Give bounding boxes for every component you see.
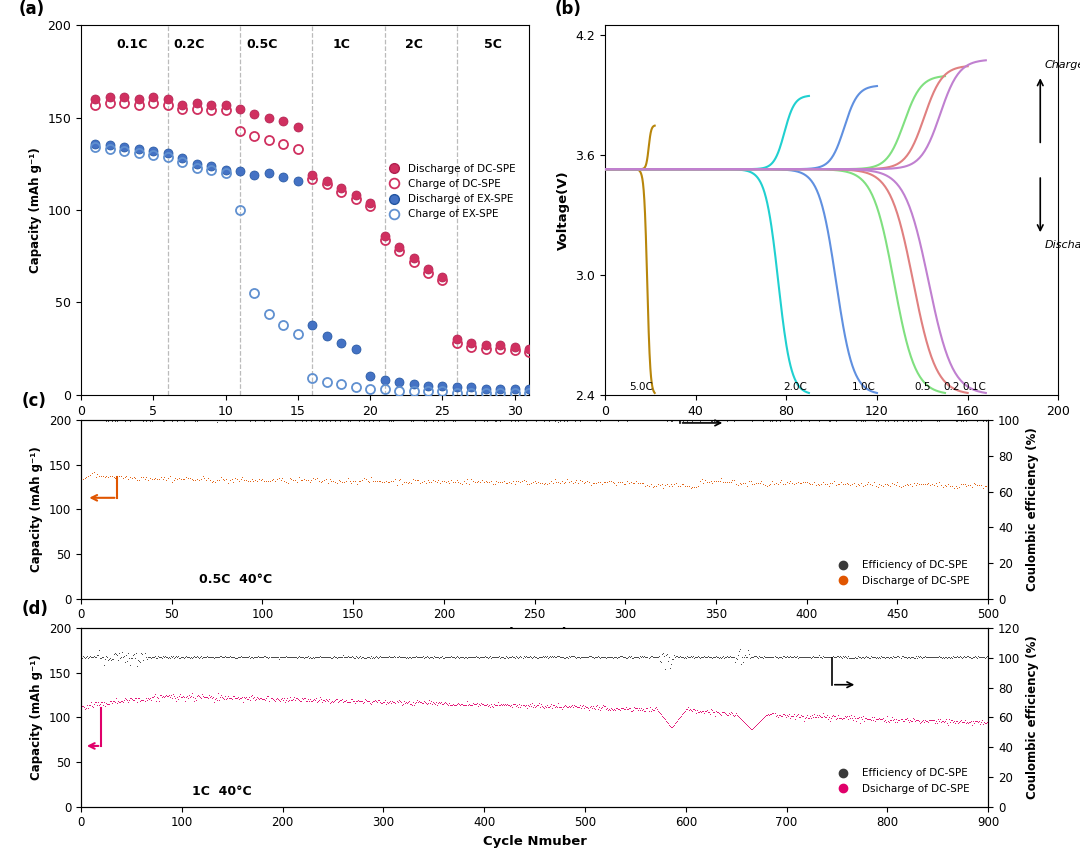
Text: 0.1C: 0.1C bbox=[962, 382, 986, 391]
X-axis label: Cycle Nmuber: Cycle Nmuber bbox=[483, 627, 586, 640]
Text: 0.5C: 0.5C bbox=[246, 38, 278, 52]
Text: 1C  40°C: 1C 40°C bbox=[192, 785, 252, 798]
Legend: Efficiency of DC-SPE, Discharge of DC-SPE: Efficiency of DC-SPE, Discharge of DC-SP… bbox=[828, 556, 974, 590]
Legend: Discharge of DC-SPE, Charge of DC-SPE, Discharge of EX-SPE, Charge of EX-SPE: Discharge of DC-SPE, Charge of DC-SPE, D… bbox=[379, 160, 519, 223]
Text: 2C: 2C bbox=[405, 38, 422, 52]
Text: 0.1C: 0.1C bbox=[116, 38, 147, 52]
Text: 0.2: 0.2 bbox=[944, 382, 960, 391]
X-axis label: Cycle Nmuber: Cycle Nmuber bbox=[483, 835, 586, 848]
Text: 1.0C: 1.0C bbox=[851, 382, 875, 391]
Text: 1C: 1C bbox=[333, 38, 350, 52]
Y-axis label: Capacity (mAh g⁻¹): Capacity (mAh g⁻¹) bbox=[30, 655, 43, 780]
Legend: Efficiency of DC-SPE, Dsicharge of DC-SPE: Efficiency of DC-SPE, Dsicharge of DC-SP… bbox=[828, 764, 974, 798]
Y-axis label: Voltage(V): Voltage(V) bbox=[556, 171, 569, 250]
X-axis label: Specific capacity(mAh g⁻¹): Specific capacity(mAh g⁻¹) bbox=[732, 423, 931, 436]
Text: Discharge: Discharge bbox=[1044, 240, 1080, 250]
Text: 0.5: 0.5 bbox=[914, 382, 931, 391]
Text: 5C: 5C bbox=[484, 38, 502, 52]
Y-axis label: Coulombic efficiency (%): Coulombic efficiency (%) bbox=[1026, 636, 1039, 799]
X-axis label: Cycle Nmuber: Cycle Nmuber bbox=[253, 423, 357, 436]
Text: 0.5C  40°C: 0.5C 40°C bbox=[199, 573, 272, 587]
Text: 5.0C: 5.0C bbox=[630, 382, 653, 391]
Text: (a): (a) bbox=[18, 0, 44, 19]
Y-axis label: Coulombic efficiency (%): Coulombic efficiency (%) bbox=[1026, 428, 1039, 591]
Y-axis label: Capacity (mAh g⁻¹): Capacity (mAh g⁻¹) bbox=[29, 147, 42, 273]
Text: (c): (c) bbox=[22, 392, 46, 410]
Text: Charge: Charge bbox=[1044, 60, 1080, 70]
Text: 0.2C: 0.2C bbox=[174, 38, 205, 52]
Text: (d): (d) bbox=[22, 600, 49, 618]
Text: 2.0C: 2.0C bbox=[783, 382, 807, 391]
Text: (b): (b) bbox=[555, 0, 582, 19]
Y-axis label: Capacity (mAh g⁻¹): Capacity (mAh g⁻¹) bbox=[30, 447, 43, 572]
